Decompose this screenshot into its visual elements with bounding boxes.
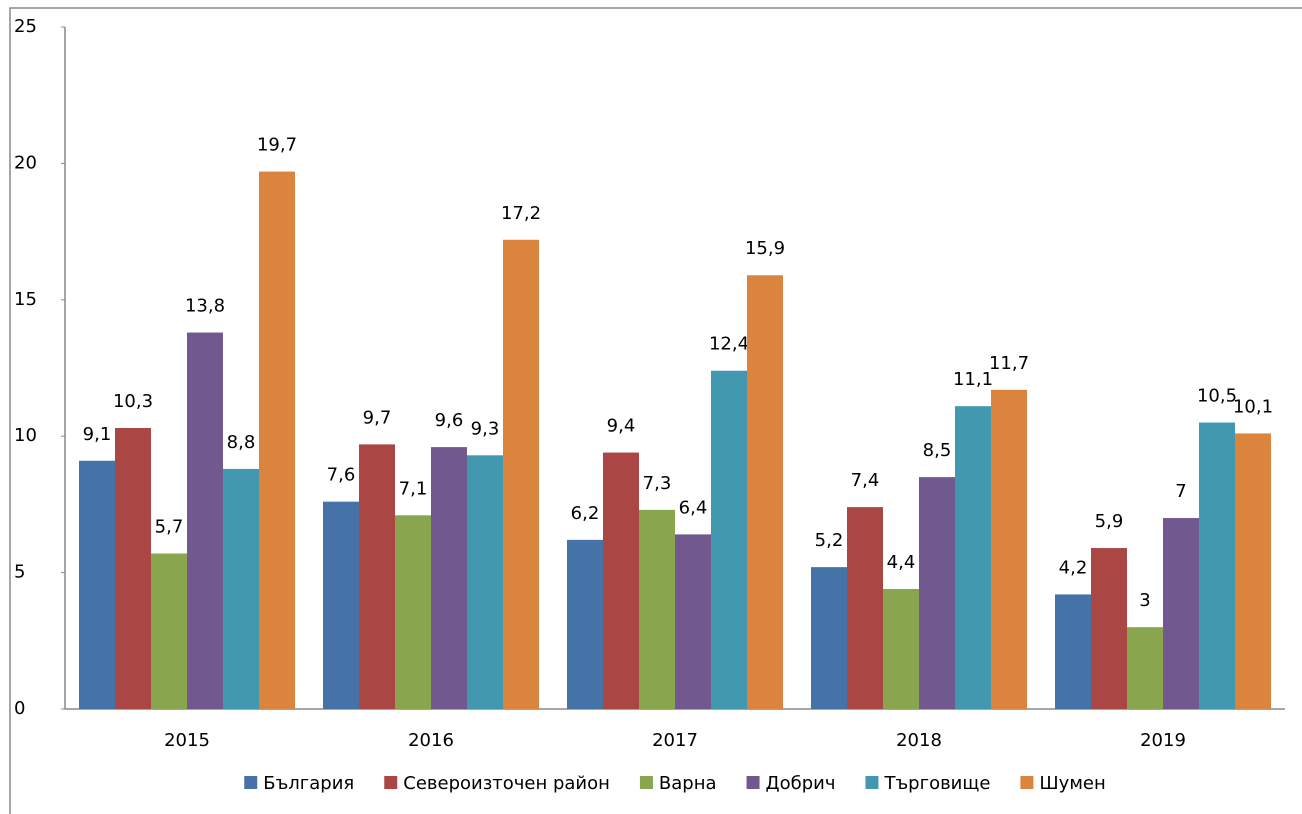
data-label: 4,2	[1059, 557, 1088, 578]
y-tick-label: 25	[14, 16, 37, 37]
data-label: 5,9	[1095, 511, 1124, 532]
data-label: 6,2	[571, 503, 600, 524]
legend-label: Шумен	[1039, 773, 1105, 794]
bar	[955, 406, 991, 709]
data-label: 17,2	[501, 203, 541, 224]
y-tick-label: 5	[14, 562, 25, 583]
y-tick-label: 20	[14, 152, 37, 173]
y-tick-label: 0	[14, 698, 25, 719]
data-label: 6,4	[679, 497, 708, 518]
legend-swatch	[746, 776, 760, 789]
bar	[675, 534, 711, 709]
data-label: 9,7	[363, 407, 392, 428]
data-label: 10,5	[1197, 386, 1237, 407]
bar	[567, 539, 603, 709]
data-label: 7,6	[327, 465, 356, 486]
legend-swatch	[1020, 776, 1034, 789]
legend-label: Добрич	[766, 773, 836, 794]
bar	[359, 444, 395, 709]
y-tick-label: 15	[14, 289, 37, 310]
data-label: 15,9	[745, 238, 785, 259]
data-label: 9,3	[471, 418, 500, 439]
legend-label: България	[263, 773, 354, 794]
data-label: 3	[1139, 590, 1150, 611]
bar	[115, 428, 151, 709]
data-label: 9,4	[607, 416, 636, 437]
legend-swatch	[384, 776, 398, 789]
legend-label: Варна	[659, 773, 717, 794]
bar	[747, 275, 783, 709]
x-tick-label: 2019	[1140, 730, 1186, 751]
bar	[711, 370, 747, 709]
data-label: 10,1	[1233, 396, 1273, 417]
bar	[1163, 518, 1199, 709]
data-label: 4,4	[887, 552, 916, 573]
data-label: 7,4	[851, 470, 880, 491]
data-label: 8,5	[923, 440, 952, 461]
legend-label: Североизточен район	[403, 773, 610, 794]
bar	[603, 452, 639, 709]
data-label: 7,3	[643, 473, 672, 494]
data-label: 5,7	[155, 517, 184, 538]
legend-swatch	[244, 776, 258, 789]
legend-swatch	[865, 776, 879, 789]
data-label: 8,8	[227, 432, 256, 453]
y-tick-label: 10	[14, 425, 37, 446]
bar	[467, 455, 503, 709]
data-label: 7,1	[399, 478, 428, 499]
frame	[9, 7, 1302, 814]
bar	[847, 507, 883, 709]
bar	[883, 588, 919, 709]
bar	[1199, 422, 1235, 709]
x-tick-label: 2015	[164, 730, 210, 751]
data-label: 9,6	[435, 410, 464, 431]
legend-label: Търговище	[883, 773, 990, 794]
data-label: 7	[1175, 481, 1186, 502]
bar	[1055, 594, 1091, 709]
bar	[919, 477, 955, 709]
bar	[503, 239, 539, 709]
data-label: 9,1	[83, 424, 112, 445]
x-tick-label: 2018	[896, 730, 942, 751]
bar	[187, 332, 223, 709]
bar	[395, 515, 431, 709]
bar	[79, 460, 115, 709]
data-label: 5,2	[815, 530, 844, 551]
x-tick-label: 2017	[652, 730, 698, 751]
bar	[1091, 548, 1127, 709]
bar	[811, 567, 847, 709]
x-tick-label: 2016	[408, 730, 454, 751]
legend-swatch	[639, 776, 653, 789]
bar	[431, 447, 467, 709]
bar	[323, 501, 359, 709]
bar	[1127, 627, 1163, 709]
data-label: 11,1	[953, 369, 993, 390]
data-label: 12,4	[709, 334, 749, 355]
data-label: 11,7	[989, 353, 1029, 374]
data-label: 10,3	[113, 391, 153, 412]
data-label: 13,8	[185, 296, 225, 317]
bar	[991, 389, 1027, 709]
bar	[151, 553, 187, 709]
bar	[639, 509, 675, 709]
data-label: 19,7	[257, 135, 297, 156]
bar	[259, 171, 295, 710]
bar	[1235, 433, 1271, 709]
bar	[223, 468, 259, 709]
